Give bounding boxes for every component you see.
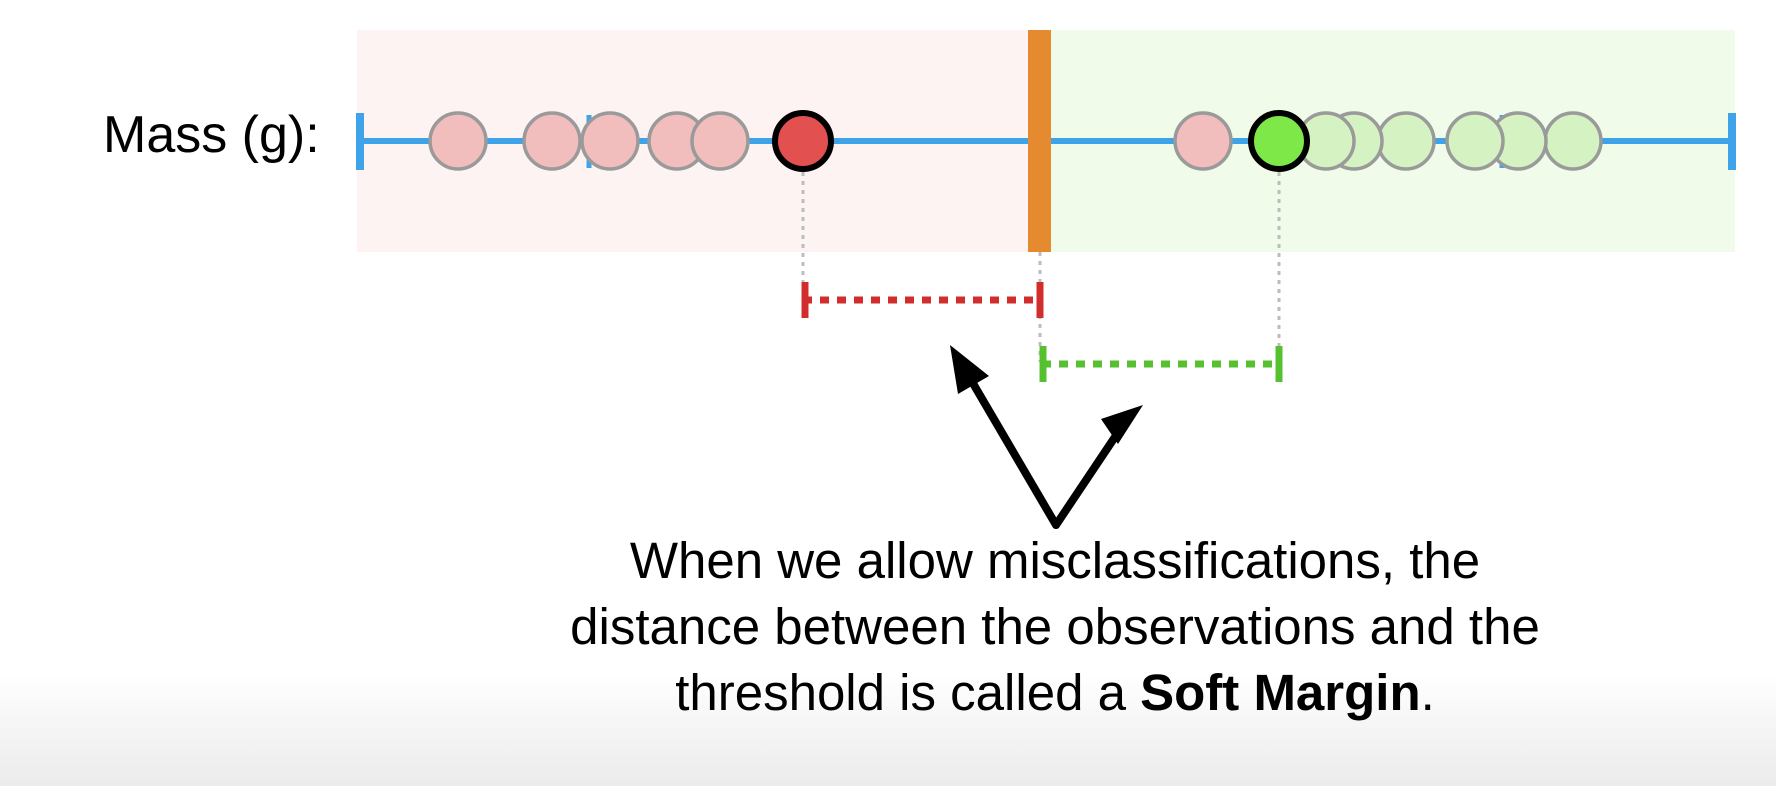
caption: When we allow misclassifications, the di…	[440, 528, 1670, 726]
caption-line-2: distance between the observations and th…	[570, 598, 1540, 655]
green-observation	[1445, 111, 1505, 171]
misclassified-red-observation	[1173, 111, 1233, 171]
soft-margin-term: Soft Margin	[1140, 664, 1421, 721]
red-support-observation	[772, 110, 834, 172]
caption-line-3: threshold is called a Soft Margin.	[440, 660, 1670, 726]
red-observation	[428, 111, 488, 171]
red-observation	[690, 111, 750, 171]
green-observation	[1543, 111, 1603, 171]
red-soft-margin	[801, 282, 1044, 318]
green-observation	[1376, 111, 1436, 171]
red-observation	[580, 111, 640, 171]
green-support-observation	[1248, 110, 1310, 172]
red-observations	[428, 111, 750, 171]
caption-line-3-post: .	[1420, 664, 1435, 721]
green-soft-margin	[1039, 346, 1283, 382]
caption-line-1: When we allow misclassifications, the	[629, 532, 1481, 589]
red-observation	[522, 111, 582, 171]
axis-label: Mass (g):	[103, 106, 320, 164]
caption-line-3-pre: threshold is called a	[675, 664, 1141, 721]
arrow-icon	[950, 345, 1143, 529]
threshold-line	[1028, 30, 1051, 252]
